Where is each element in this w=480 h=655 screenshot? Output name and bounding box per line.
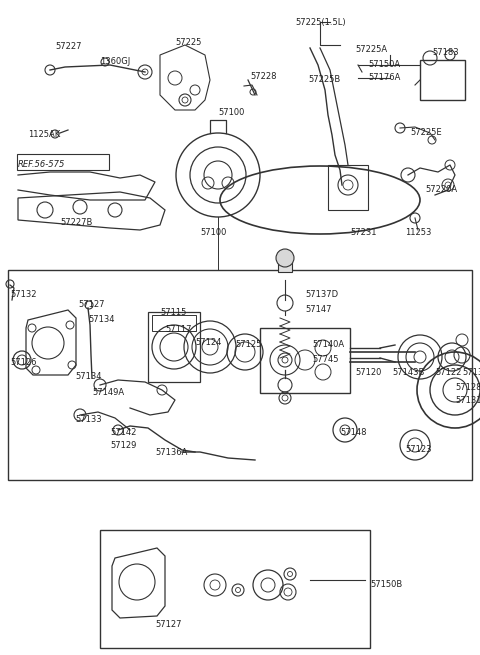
Circle shape [276, 249, 294, 267]
Text: 57150A: 57150A [368, 60, 400, 69]
Bar [8, 270, 472, 480]
Text: 57134: 57134 [88, 315, 115, 324]
Text: 57228: 57228 [250, 72, 276, 81]
Text: 1125AK: 1125AK [28, 130, 60, 139]
Text: 57225: 57225 [175, 38, 202, 47]
Text: 57225B: 57225B [308, 75, 340, 84]
Text: 57115: 57115 [160, 308, 186, 317]
Bar [260, 328, 350, 393]
Text: 57220A: 57220A [425, 185, 457, 194]
Text: 57183: 57183 [432, 48, 458, 57]
Text: 57149A: 57149A [92, 388, 124, 397]
Text: 1360GJ: 1360GJ [100, 57, 130, 66]
Bar [278, 262, 292, 272]
Text: REF.56-575: REF.56-575 [18, 160, 65, 169]
Text: 57227: 57227 [55, 42, 82, 51]
Bar [148, 312, 200, 382]
Text: 57130B: 57130B [462, 368, 480, 377]
Text: 57147: 57147 [305, 305, 332, 314]
Text: 57137D: 57137D [305, 290, 338, 299]
Text: 57143B: 57143B [392, 368, 424, 377]
Text: 57100: 57100 [200, 228, 227, 237]
Text: 57140A: 57140A [312, 340, 344, 349]
Text: 57117: 57117 [165, 325, 192, 334]
Text: 57134: 57134 [75, 372, 101, 381]
Text: 57136A: 57136A [155, 448, 187, 457]
Text: 57128: 57128 [455, 383, 480, 392]
Text: 57133: 57133 [75, 415, 102, 424]
Text: 57176A: 57176A [368, 73, 400, 82]
Text: 57132: 57132 [10, 290, 36, 299]
Bar [100, 530, 370, 648]
Text: 57120: 57120 [355, 368, 382, 377]
Text: 57127: 57127 [78, 300, 105, 309]
Text: 57225A: 57225A [355, 45, 387, 54]
Text: 57126: 57126 [10, 358, 36, 367]
Text: 57123: 57123 [405, 445, 432, 454]
Text: 57100: 57100 [218, 108, 244, 117]
Text: 57745: 57745 [312, 355, 338, 364]
Text: 57131: 57131 [455, 396, 480, 405]
Text: 57225(1.5L): 57225(1.5L) [295, 18, 346, 27]
Text: 57231: 57231 [350, 228, 376, 237]
Bar [152, 315, 196, 331]
Text: 57142: 57142 [110, 428, 136, 437]
Text: 57129: 57129 [110, 441, 136, 450]
Text: 57125: 57125 [235, 340, 262, 349]
Text: 57124: 57124 [195, 338, 221, 347]
Bar [420, 60, 465, 100]
Text: 57225E: 57225E [410, 128, 442, 137]
Text: 57150B: 57150B [370, 580, 402, 589]
Text: 57127: 57127 [155, 620, 181, 629]
Bar [328, 165, 368, 210]
Text: 11253: 11253 [405, 228, 432, 237]
Text: 57148: 57148 [340, 428, 367, 437]
Text: 57122: 57122 [435, 368, 461, 377]
Text: 57227B: 57227B [60, 218, 92, 227]
